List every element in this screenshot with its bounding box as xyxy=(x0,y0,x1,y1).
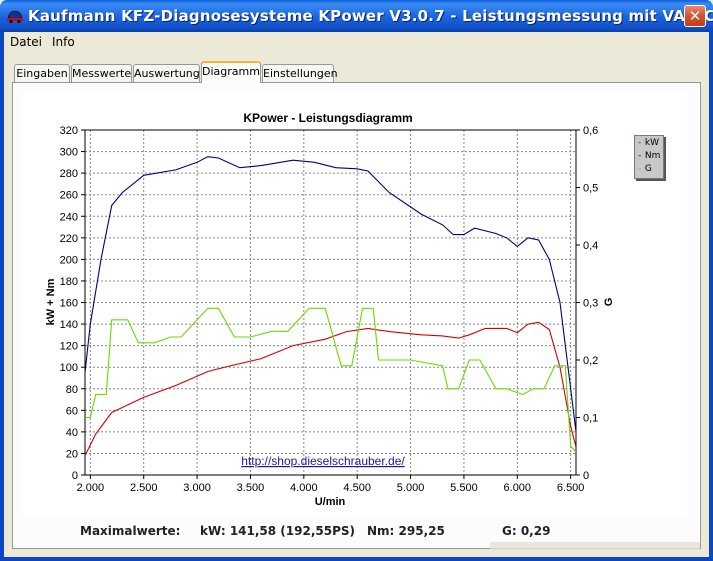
watermark xyxy=(490,542,700,550)
series-line-nm xyxy=(84,156,577,432)
x-tick-label: 3.000 xyxy=(183,482,211,494)
close-button[interactable]: ✕ xyxy=(684,5,706,27)
y-tick-label: 220 xyxy=(60,233,78,245)
chart-legend: - kW - Nm - G xyxy=(634,135,664,179)
tab-diagramm[interactable]: Diagramm xyxy=(201,61,261,83)
y-tick-label: 60 xyxy=(66,405,78,417)
y2-tick-label: 0,3 xyxy=(583,298,598,310)
y-tick-label: 280 xyxy=(60,168,78,180)
tab-einstellungen[interactable]: Einstellungen xyxy=(262,64,338,82)
y2-tick-label: 0,5 xyxy=(583,183,598,195)
y-tick-label: 120 xyxy=(60,341,78,353)
y-tick-label: 80 xyxy=(66,384,78,396)
legend-label-nm: Nm xyxy=(644,151,661,161)
y2-tick-label: 0,1 xyxy=(583,413,598,425)
window-frame-left xyxy=(0,32,4,561)
window-frame-bottom xyxy=(0,557,713,561)
menu-bar: Datei Info xyxy=(4,32,709,54)
legend-item-nm: - Nm xyxy=(638,151,661,161)
y-tick-label: 320 xyxy=(60,125,78,137)
series-line-kw xyxy=(84,321,577,456)
y-tick-label: 200 xyxy=(60,254,78,266)
x-tick-label: 2.000 xyxy=(77,482,105,494)
y2-axis-label: G xyxy=(603,298,615,307)
x-tick-label: 4.500 xyxy=(343,482,371,494)
legend-label-g: G xyxy=(644,164,652,174)
menu-info[interactable]: Info xyxy=(52,35,75,49)
menu-datei[interactable]: Datei xyxy=(10,35,43,49)
y2-tick-label: 0 xyxy=(583,470,589,482)
x-tick-label: 5.500 xyxy=(450,482,478,494)
y2-tick-label: 0,2 xyxy=(583,355,598,367)
tab-auswertung[interactable]: Auswertung xyxy=(133,64,200,82)
series-line-g xyxy=(85,307,577,453)
max-g: G: 0,29 xyxy=(502,524,551,538)
y-tick-label: 100 xyxy=(60,362,78,374)
y-axis-label: kW + Nm xyxy=(45,278,57,325)
close-icon: ✕ xyxy=(688,7,702,25)
y-tick-label: 160 xyxy=(60,298,78,310)
y-tick-label: 260 xyxy=(60,190,78,202)
y-tick-label: 180 xyxy=(60,276,78,288)
max-kw: kW: 141,58 (192,55PS) xyxy=(200,524,356,538)
tab-eingaben[interactable]: Eingaben xyxy=(14,64,70,82)
y2-tick-label: 0,4 xyxy=(583,240,598,252)
max-nm: Nm: 295,25 xyxy=(367,524,445,538)
max-values-label: Maximalwerte: xyxy=(80,524,181,538)
y-tick-label: 0 xyxy=(72,470,78,482)
x-tick-label: 6.500 xyxy=(557,482,585,494)
chart-title: KPower - Leistungsdiagramm xyxy=(243,111,412,125)
x-tick-label: 5.000 xyxy=(397,482,425,494)
y-tick-label: 140 xyxy=(60,319,78,331)
x-tick-label: 4.000 xyxy=(290,482,318,494)
title-bar: Kaufmann KFZ-Diagnosesysteme KPower V3.0… xyxy=(0,0,713,32)
y-tick-label: 20 xyxy=(66,448,78,460)
car-icon xyxy=(7,10,23,24)
y-tick-label: 300 xyxy=(60,147,78,159)
shop-link[interactable]: http://shop.dieselschrauber.de/ xyxy=(241,454,405,468)
legend-item-g: - G xyxy=(638,164,652,174)
y2-tick-label: 0,6 xyxy=(583,125,598,137)
y-tick-label: 40 xyxy=(66,427,78,439)
x-axis-label: U/min xyxy=(315,496,346,508)
x-tick-label: 3.500 xyxy=(237,482,265,494)
x-tick-label: 2.500 xyxy=(130,482,158,494)
x-tick-label: 6.000 xyxy=(504,482,532,494)
window-title: Kaufmann KFZ-Diagnosesysteme KPower V3.0… xyxy=(28,7,713,25)
window-frame-right xyxy=(709,32,713,561)
tab-messwerte[interactable]: Messwerte xyxy=(71,64,132,82)
legend-item-kw: - kW xyxy=(638,138,659,148)
legend-label-kw: kW xyxy=(644,138,659,148)
y-tick-label: 240 xyxy=(60,211,78,223)
